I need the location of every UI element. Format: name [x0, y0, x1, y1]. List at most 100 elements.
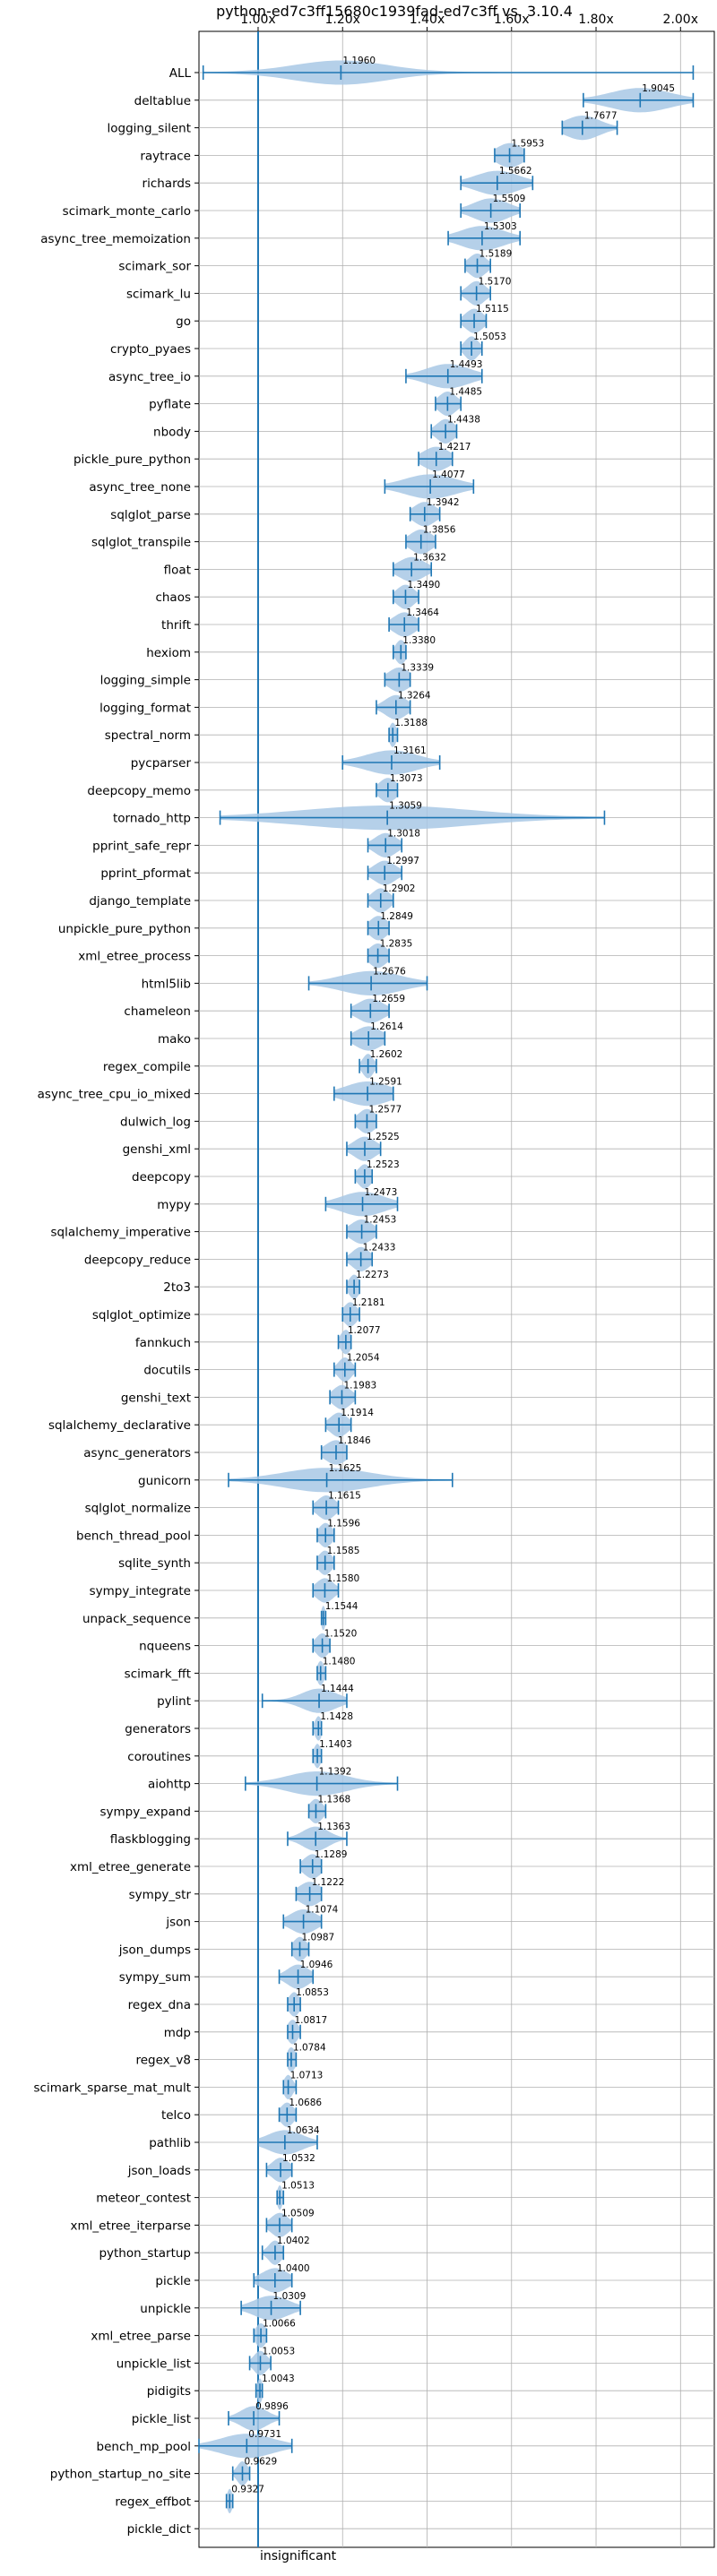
- plot-area: 1.00x 1.20x 1.40x 1.60x 1.80x 2.00x ALL deltabl…: [34, 13, 715, 2548]
- benchmark-label: pathlib: [149, 2136, 191, 2150]
- value-label: 1.3856: [423, 525, 456, 536]
- value-label: 0.9629: [244, 2457, 277, 2468]
- value-label: 1.2835: [380, 939, 413, 950]
- chart-title: python-ed7c3ff15680c1939fad-ed7c3ff vs. …: [216, 3, 573, 20]
- x-tick-label: 1.60x: [494, 13, 529, 27]
- value-label: 1.1625: [329, 1463, 362, 1474]
- value-label: 1.2676: [373, 966, 406, 977]
- benchmark-label: meteor_contest: [96, 2192, 191, 2206]
- benchmark-label: scimark_fft: [125, 1667, 191, 1681]
- value-label: 1.0509: [281, 2208, 315, 2218]
- benchmark-label: sympy_str: [129, 1888, 192, 1902]
- value-label: 1.3073: [390, 773, 423, 784]
- benchmark-label: unpickle_pure_python: [58, 922, 191, 936]
- value-label: 1.0043: [262, 2374, 295, 2384]
- benchmark-label: hexiom: [146, 646, 191, 660]
- x-tick-label: 1.20x: [325, 13, 360, 27]
- benchmark-label: sqlalchemy_imperative: [51, 1226, 192, 1240]
- benchmark-label: xml_etree_process: [78, 950, 191, 964]
- plot-frame: [198, 30, 715, 2548]
- benchmark-label: coroutines: [127, 1750, 191, 1764]
- value-label: 1.2602: [370, 1049, 403, 1060]
- value-label: 1.3264: [398, 690, 431, 701]
- value-label: 1.5662: [499, 166, 532, 177]
- value-label: 1.0987: [302, 1932, 335, 1943]
- benchmark-label: xml_etree_iterparse: [71, 2218, 192, 2233]
- benchmark-label: bench_mp_pool: [97, 2440, 191, 2454]
- value-label: 1.1615: [328, 1491, 361, 1502]
- benchmark-label: genshi_text: [121, 1391, 191, 1405]
- benchmark-label: sqlglot_optimize: [92, 1308, 191, 1322]
- value-label: 1.0400: [277, 2263, 310, 2274]
- benchmark-label: dulwich_log: [120, 1115, 191, 1129]
- value-label: 1.0784: [293, 2043, 326, 2054]
- benchmark-label: python_startup_no_site: [50, 2468, 191, 2482]
- benchmark-label: mako: [158, 1032, 191, 1047]
- benchmark-label: json_dumps: [118, 1943, 191, 1957]
- value-label: 1.2473: [365, 1187, 398, 1198]
- value-label: 1.1289: [315, 1849, 348, 1860]
- benchmark-label: unpack_sequence: [82, 1612, 191, 1626]
- value-label: 1.3018: [387, 828, 420, 839]
- x-tick-label: 1.80x: [578, 13, 613, 27]
- benchmark-label: async_tree_io: [108, 370, 191, 384]
- benchmark-label: deepcopy: [132, 1170, 191, 1185]
- benchmark-label: sqlalchemy_declarative: [48, 1418, 191, 1433]
- value-label: 1.1444: [321, 1684, 354, 1694]
- benchmark-label: deepcopy_memo: [87, 784, 191, 798]
- value-label: 1.4217: [438, 442, 471, 452]
- benchmark-label: pickle_pure_python: [73, 452, 191, 467]
- benchmark-label: chaos: [155, 590, 191, 605]
- benchmark-label: generators: [125, 1722, 191, 1736]
- benchmark-label: async_tree_cpu_io_mixed: [38, 1088, 191, 1102]
- benchmark-label: sympy_sum: [119, 1970, 191, 1985]
- value-label: 1.2077: [348, 1325, 381, 1336]
- value-label: 1.2614: [370, 1021, 403, 1032]
- value-label: 1.3059: [389, 801, 422, 812]
- value-label: 1.3464: [406, 607, 439, 618]
- value-label: 1.0066: [263, 2319, 296, 2330]
- benchmark-label: docutils: [143, 1364, 191, 1378]
- benchmark-label: html5lib: [142, 977, 191, 991]
- benchmark-label: chameleon: [124, 1004, 191, 1019]
- value-label: 1.2577: [368, 1104, 402, 1115]
- value-label: 1.1222: [312, 1877, 345, 1888]
- benchmark-label: scimark_monte_carlo: [63, 204, 191, 219]
- value-label: 1.1428: [320, 1711, 353, 1722]
- benchmark-label: python_startup: [99, 2246, 191, 2261]
- benchmark-label: raytrace: [140, 149, 191, 163]
- benchmark-label: xml_etree_generate: [70, 1860, 191, 1874]
- benchmark-label: pylint: [157, 1694, 191, 1709]
- value-label: 1.4438: [447, 414, 480, 425]
- insignificant-annotation: insignificant: [260, 2549, 337, 2563]
- benchmark-label: logging_format: [99, 701, 191, 715]
- benchmark-label: genshi_xml: [123, 1142, 191, 1157]
- value-label: 1.2902: [383, 883, 416, 894]
- value-label: 1.3161: [393, 745, 427, 756]
- value-label: 1.4493: [450, 359, 483, 370]
- benchmark-label: logging_simple: [100, 674, 191, 688]
- value-label: 1.2273: [356, 1270, 389, 1280]
- benchmark-label: pyflate: [149, 398, 191, 412]
- x-tick-label: 2.00x: [663, 13, 698, 27]
- value-label: 1.3188: [394, 718, 428, 728]
- benchmark-label: sqlglot_parse: [110, 508, 191, 522]
- value-label: 1.3490: [407, 580, 440, 590]
- benchmark-label: nqueens: [139, 1640, 191, 1654]
- benchmark-label: pickle_dict: [127, 2522, 191, 2537]
- benchmark-label: sqlglot_normalize: [85, 1502, 191, 1516]
- benchmark-label: crypto_pyaes: [110, 342, 191, 357]
- benchmark-label: sqlglot_transpile: [91, 536, 191, 550]
- benchmark-label: 2to3: [163, 1280, 191, 1295]
- value-label: 1.3632: [413, 552, 446, 563]
- benchmark-label: logging_silent: [108, 122, 191, 136]
- value-label: 1.1585: [327, 1546, 360, 1556]
- benchmark-label: pickle: [155, 2274, 191, 2288]
- benchmark-label: thrift: [161, 618, 191, 633]
- value-label: 1.2525: [367, 1132, 400, 1142]
- value-label: 1.0817: [294, 2015, 327, 2026]
- value-label: 1.0053: [262, 2346, 295, 2356]
- benchmark-label: tornado_http: [113, 812, 191, 826]
- value-label: 1.2849: [380, 911, 413, 922]
- value-label: 1.1960: [342, 56, 376, 66]
